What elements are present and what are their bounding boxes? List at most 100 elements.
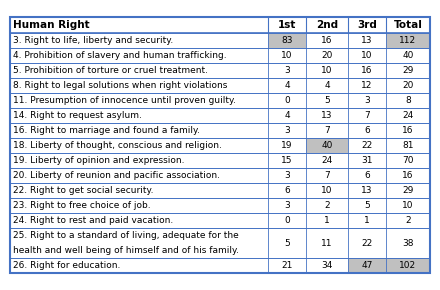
Bar (10, 183, 430, 198)
Text: 8. Right to legal solutions when right violations: 8. Right to legal solutions when right v… (13, 81, 227, 90)
Text: 3: 3 (284, 171, 290, 180)
Text: 22: 22 (361, 238, 373, 247)
Bar (10, 198, 430, 213)
Bar (10, 258, 430, 273)
Text: 4: 4 (284, 111, 290, 120)
Text: 16. Right to marriage and found a family.: 16. Right to marriage and found a family… (13, 126, 200, 135)
Text: 38: 38 (402, 238, 414, 247)
Bar (10, 153, 430, 168)
Text: 3: 3 (284, 66, 290, 75)
Text: 20. Liberty of reunion and pacific association.: 20. Liberty of reunion and pacific assoc… (13, 171, 220, 180)
Text: 25. Right to a standard of living, adequate for the: 25. Right to a standard of living, adequ… (13, 231, 239, 240)
Text: 20: 20 (402, 81, 414, 90)
Bar (10, 258, 430, 273)
Text: 16: 16 (402, 171, 414, 180)
Text: 4. Prohibition of slavery and human trafficking.: 4. Prohibition of slavery and human traf… (13, 51, 227, 60)
Text: 13: 13 (321, 111, 333, 120)
Bar (10, 138, 430, 153)
Text: 112: 112 (400, 36, 417, 45)
Text: 40: 40 (402, 51, 414, 60)
Text: 10: 10 (402, 201, 414, 210)
Text: 24: 24 (402, 111, 414, 120)
Text: 1: 1 (364, 216, 370, 225)
Bar (10, 183, 430, 198)
Bar (268, 33, 306, 48)
Text: 16: 16 (321, 36, 333, 45)
Text: 10: 10 (321, 66, 333, 75)
Text: 12: 12 (361, 81, 373, 90)
Bar (10, 153, 430, 168)
Bar (10, 168, 430, 183)
Text: 22: 22 (361, 141, 373, 150)
Text: 81: 81 (402, 141, 414, 150)
Text: 19. Liberty of opinion and expression.: 19. Liberty of opinion and expression. (13, 156, 184, 165)
Text: 2nd: 2nd (316, 20, 338, 30)
Text: 10: 10 (361, 51, 373, 60)
Text: 16: 16 (361, 66, 373, 75)
Text: 11: 11 (321, 238, 333, 247)
Text: 6: 6 (364, 126, 370, 135)
Bar (10, 198, 430, 213)
Text: 40: 40 (321, 141, 333, 150)
Text: 5: 5 (284, 238, 290, 247)
Bar (10, 138, 430, 153)
Text: 10: 10 (281, 51, 293, 60)
Bar (10, 123, 430, 138)
Text: 1: 1 (324, 216, 330, 225)
Bar (10, 123, 430, 138)
Text: 20: 20 (321, 51, 333, 60)
Text: 15: 15 (281, 156, 293, 165)
Text: 5. Prohibition of torture or cruel treatment.: 5. Prohibition of torture or cruel treat… (13, 66, 208, 75)
Text: 2: 2 (324, 201, 330, 210)
Text: 3: 3 (284, 201, 290, 210)
Text: Total: Total (393, 20, 422, 30)
Bar (10, 33, 430, 48)
Text: 2: 2 (405, 216, 411, 225)
Text: 6: 6 (364, 171, 370, 180)
Text: 4: 4 (324, 81, 330, 90)
Bar (10, 33, 430, 48)
Bar (10, 108, 430, 123)
Text: 23. Right to free choice of job.: 23. Right to free choice of job. (13, 201, 150, 210)
Text: 0: 0 (284, 96, 290, 105)
Text: 6: 6 (284, 186, 290, 195)
Text: 5: 5 (324, 96, 330, 105)
Bar (10, 78, 430, 93)
Text: 11. Presumption of innocence until proven guilty.: 11. Presumption of innocence until prove… (13, 96, 236, 105)
Bar (10, 78, 430, 93)
Text: 47: 47 (361, 261, 373, 270)
Text: 24: 24 (321, 156, 333, 165)
Bar (10, 93, 430, 108)
Text: Human Right: Human Right (13, 20, 90, 30)
Text: 83: 83 (281, 36, 293, 45)
Bar (10, 63, 430, 78)
Text: 22. Right to get social security.: 22. Right to get social security. (13, 186, 154, 195)
Text: 3: 3 (364, 96, 370, 105)
Text: 70: 70 (402, 156, 414, 165)
Text: 29: 29 (402, 186, 414, 195)
Text: 13: 13 (361, 186, 373, 195)
Text: 102: 102 (400, 261, 417, 270)
Text: 14. Right to request asylum.: 14. Right to request asylum. (13, 111, 142, 120)
Text: 26. Right for education.: 26. Right for education. (13, 261, 121, 270)
Text: 24. Right to rest and paid vacation.: 24. Right to rest and paid vacation. (13, 216, 173, 225)
Bar (10, 63, 430, 78)
Bar (386, 33, 430, 48)
Text: 1st: 1st (278, 20, 296, 30)
Text: 21: 21 (281, 261, 293, 270)
Bar (10, 213, 430, 228)
Text: 19: 19 (281, 141, 293, 150)
Text: 7: 7 (324, 171, 330, 180)
Text: health and well being of himself and of his family.: health and well being of himself and of … (13, 246, 239, 255)
Text: 13: 13 (361, 36, 373, 45)
Text: 8: 8 (405, 96, 411, 105)
Bar (10, 213, 430, 228)
Text: 4: 4 (284, 81, 290, 90)
Text: 3: 3 (284, 126, 290, 135)
Text: 29: 29 (402, 66, 414, 75)
Text: 16: 16 (402, 126, 414, 135)
Text: 31: 31 (361, 156, 373, 165)
Bar (348, 258, 386, 273)
Text: 18. Liberty of thought, conscious and religion.: 18. Liberty of thought, conscious and re… (13, 141, 222, 150)
Text: 3. Right to life, liberty and security.: 3. Right to life, liberty and security. (13, 36, 173, 45)
